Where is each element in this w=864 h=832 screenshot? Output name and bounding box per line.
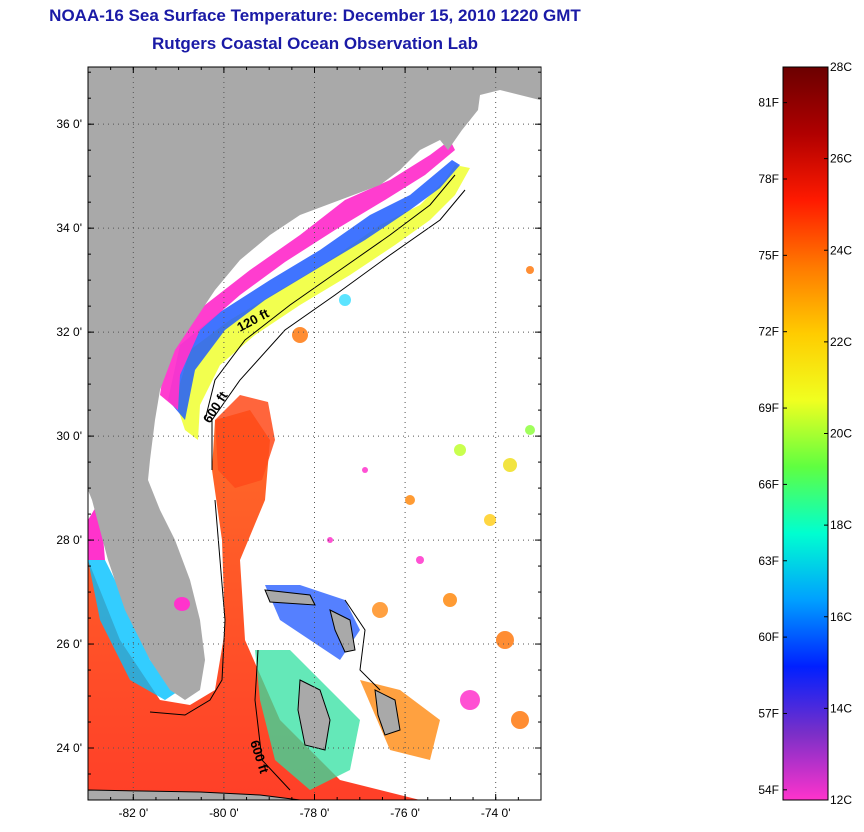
- lat-tick-label: 24 0': [56, 741, 82, 755]
- lon-tick-label: -80 0': [209, 806, 239, 820]
- lat-lon-grid: [88, 67, 541, 800]
- gulf-warm-water: [88, 410, 420, 800]
- coastal-band-blue: [168, 160, 460, 420]
- land-andros: [297, 679, 331, 751]
- colorbar-f-label: 75F: [758, 248, 779, 262]
- colorbar-scale: [782, 66, 829, 801]
- colorbar-f-label: 78F: [758, 172, 779, 186]
- west-florida-shelf-water: [88, 560, 180, 700]
- title-line-1: NOAA-16 Sea Surface Temperature: Decembe…: [49, 6, 581, 25]
- colorbar-c-label: 16C: [830, 610, 852, 624]
- colorbar-f-label: 81F: [758, 96, 779, 110]
- colorbar-c-label: 24C: [830, 243, 852, 257]
- coastal-band-magenta: [160, 140, 455, 410]
- isobath-bahamas: [254, 599, 381, 791]
- colorbar-c-label: 12C: [830, 793, 852, 807]
- map-panel: [88, 67, 541, 800]
- colorbar-f-label: 63F: [758, 554, 779, 568]
- colorbar-f-label: 57F: [758, 706, 779, 720]
- coastal-band-yellow: [175, 165, 470, 440]
- colorbar-f-label: 54F: [758, 783, 779, 797]
- lon-tick-label: -74 0': [481, 806, 511, 820]
- colorbar-c-label: 22C: [830, 335, 852, 349]
- lon-tick-label: -76 0': [390, 806, 420, 820]
- map-axes: 36 0' 34 0' 32 0' 30 0' 28 0' 26 0' 24 0' -82 0…: [56, 67, 542, 820]
- colorbar-c-label: 28C: [830, 60, 852, 74]
- land-grand-bahama: [264, 589, 316, 606]
- lake-okeechobee: [174, 597, 190, 611]
- colorbar-f-label: 66F: [758, 477, 779, 491]
- gulf-stream-patch: [215, 395, 275, 488]
- lat-tick-label: 26 0': [56, 637, 82, 651]
- lat-tick-label: 28 0': [56, 533, 82, 547]
- colorbar-f-label: 69F: [758, 401, 779, 415]
- colorbar-f-label: 60F: [758, 630, 779, 644]
- colorbar-c-label: 14C: [830, 701, 852, 715]
- isobath-florida-shelf: [149, 499, 226, 716]
- colorbar-labels: 28C 26C 24C 22C 20C 18C 16C 14C 12C 81F 78F 75F 72F 6…: [758, 60, 852, 807]
- land-outer-banks: [440, 95, 480, 150]
- lon-tick-label: -82 0': [118, 806, 148, 820]
- colorbar-c-label: 26C: [830, 152, 852, 166]
- title-line-2: Rutgers Coastal Ocean Observation Lab: [152, 34, 478, 53]
- lat-tick-label: 30 0': [56, 429, 82, 443]
- lon-tick-label: -78 0': [300, 806, 330, 820]
- colorbar-c-label: 20C: [830, 427, 852, 441]
- lat-tick-label: 32 0': [56, 325, 82, 339]
- colorbar-f-label: 72F: [758, 325, 779, 339]
- offshore-scatter: [292, 266, 535, 729]
- colorbar-c-label: 18C: [830, 518, 852, 532]
- colorbar: 28C 26C 24C 22C 20C 18C 16C 14C 12C 81F 78F 75F 72F 6…: [758, 60, 852, 807]
- land-abaco: [329, 609, 356, 653]
- lat-tick-label: 34 0': [56, 221, 82, 235]
- isobath-600ft: [211, 189, 466, 470]
- land-eleuthera: [374, 689, 401, 736]
- land-mainland: [88, 67, 540, 700]
- lat-tick-label: 36 0': [56, 117, 82, 131]
